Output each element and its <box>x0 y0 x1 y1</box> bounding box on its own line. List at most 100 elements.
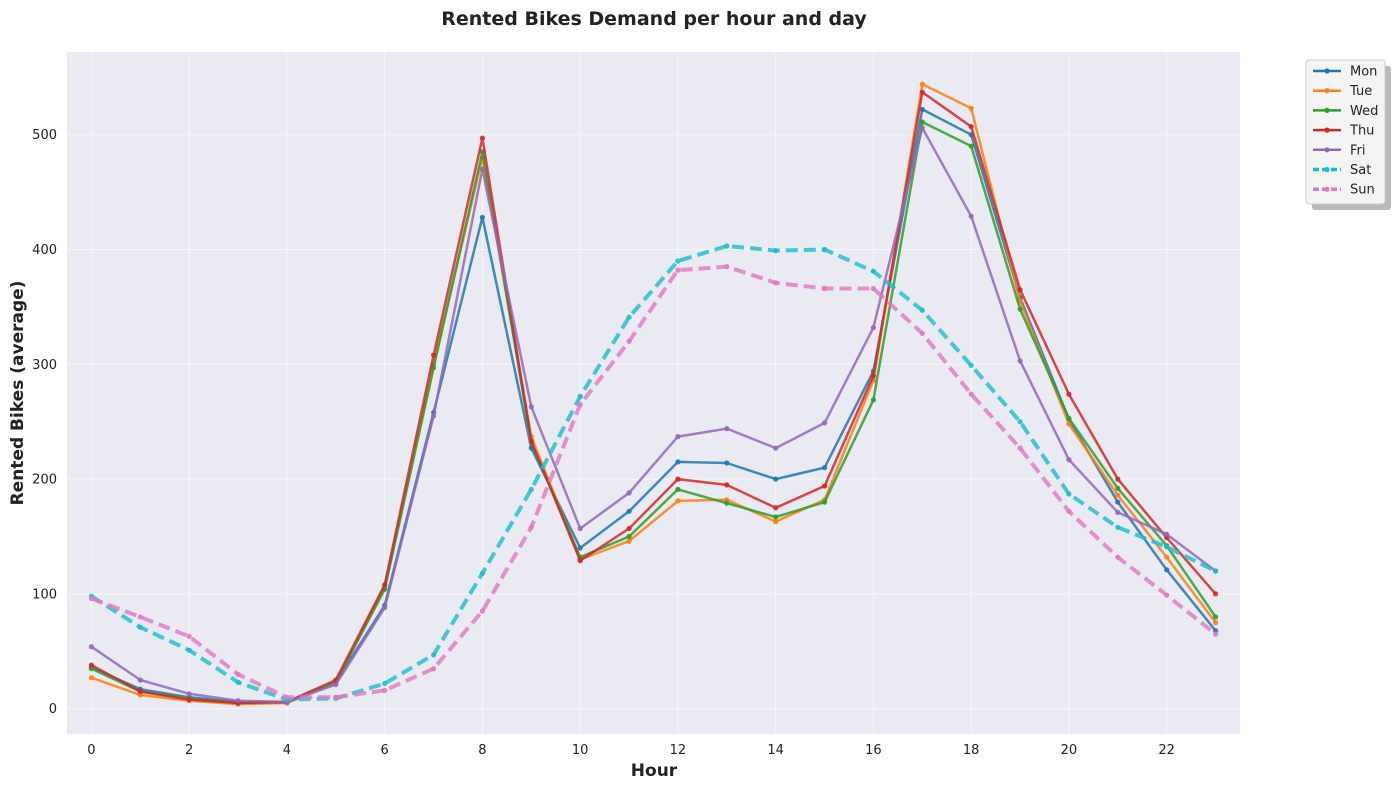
series-lines <box>88 81 1219 707</box>
legend-label: Thu <box>1349 124 1374 139</box>
data-point <box>382 687 388 694</box>
x-tick-label: 22 <box>1158 743 1175 758</box>
x-tick-label: 20 <box>1061 743 1078 758</box>
data-point <box>284 694 290 700</box>
data-point <box>1213 620 1219 626</box>
data-point <box>382 582 388 588</box>
legend-marker <box>1324 68 1330 74</box>
data-point <box>186 633 192 640</box>
data-point <box>1066 421 1072 427</box>
data-point <box>724 500 730 506</box>
x-axis-label: Hour <box>631 761 678 781</box>
legend-marker <box>1324 107 1330 113</box>
data-point <box>675 459 681 465</box>
legend-label: Sat <box>1350 163 1371 178</box>
legend-marker <box>1324 127 1330 133</box>
data-point <box>137 677 143 683</box>
data-point <box>1017 287 1023 293</box>
plot-area <box>67 52 1240 734</box>
data-point <box>1066 391 1072 397</box>
data-point <box>88 675 94 681</box>
legend-label: Tue <box>1349 84 1372 99</box>
data-point <box>1066 491 1072 497</box>
y-tick-label: 400 <box>32 243 57 258</box>
data-point <box>773 505 779 511</box>
data-point <box>724 243 730 249</box>
data-point <box>724 482 730 488</box>
data-point <box>1213 614 1219 620</box>
data-point <box>773 445 779 451</box>
data-point <box>186 691 192 697</box>
data-point <box>822 285 828 292</box>
data-point <box>919 89 925 95</box>
data-point <box>675 258 681 264</box>
data-point <box>88 662 94 668</box>
data-point <box>577 393 583 399</box>
data-point <box>479 608 485 614</box>
data-point <box>577 401 583 408</box>
data-point <box>528 486 534 492</box>
x-tick-label: 18 <box>963 743 980 758</box>
data-point <box>870 268 877 274</box>
data-point <box>773 519 779 525</box>
data-point <box>1164 531 1170 537</box>
data-point <box>626 338 632 344</box>
data-point <box>431 652 437 658</box>
data-point <box>382 680 388 687</box>
data-point <box>479 214 485 220</box>
data-point <box>528 524 534 530</box>
data-point <box>333 694 339 700</box>
data-point <box>577 525 583 532</box>
data-point <box>773 280 779 286</box>
data-point <box>626 538 632 544</box>
data-point <box>1115 554 1121 560</box>
series-sun <box>88 264 1219 700</box>
data-point <box>675 498 681 504</box>
data-point <box>137 624 143 630</box>
data-point <box>431 666 437 672</box>
series-line-sat <box>90 244 1217 702</box>
data-point <box>186 647 192 653</box>
x-tick-labels: 0 2 4 6 8 10 12 14 16 18 20 22 <box>87 743 1175 758</box>
data-point <box>1017 419 1023 425</box>
data-point <box>1017 306 1023 312</box>
data-point <box>626 508 632 514</box>
legend-label: Fri <box>1350 143 1366 158</box>
data-point <box>137 614 143 620</box>
y-tick-label: 200 <box>32 473 57 488</box>
data-point <box>724 264 730 270</box>
y-tick-labels: 0 100 200 300 400 500 <box>32 128 57 717</box>
data-point <box>626 314 632 320</box>
y-tick-label: 300 <box>32 358 57 373</box>
data-point <box>675 267 681 273</box>
data-point <box>577 558 583 564</box>
data-point <box>333 682 339 688</box>
legend-label: Wed <box>1350 104 1378 119</box>
x-tick-label: 8 <box>478 743 486 758</box>
legend-marker <box>1324 166 1330 173</box>
data-point <box>919 106 925 112</box>
data-point <box>968 213 974 219</box>
data-point <box>870 397 877 403</box>
data-point <box>431 413 437 419</box>
x-tick-label: 16 <box>865 743 882 758</box>
series-fri <box>88 125 1219 705</box>
data-point <box>919 119 925 125</box>
legend-items: Mon Tue Wed Thu Fri Sat Sun <box>1313 65 1378 198</box>
data-point <box>968 391 974 397</box>
series-line-fri <box>90 126 1217 704</box>
data-point <box>1164 544 1170 550</box>
y-tick-label: 500 <box>32 128 57 143</box>
data-point <box>577 545 583 551</box>
data-point <box>382 605 388 611</box>
data-point <box>919 330 925 336</box>
y-tick-label: 0 <box>49 702 57 717</box>
data-point <box>968 105 974 111</box>
data-point <box>137 688 143 695</box>
data-point <box>1213 591 1219 597</box>
series-line-sun <box>90 264 1217 700</box>
data-point <box>724 460 730 466</box>
data-point <box>1017 358 1023 364</box>
x-tick-label: 14 <box>767 743 784 758</box>
data-point <box>822 420 828 426</box>
